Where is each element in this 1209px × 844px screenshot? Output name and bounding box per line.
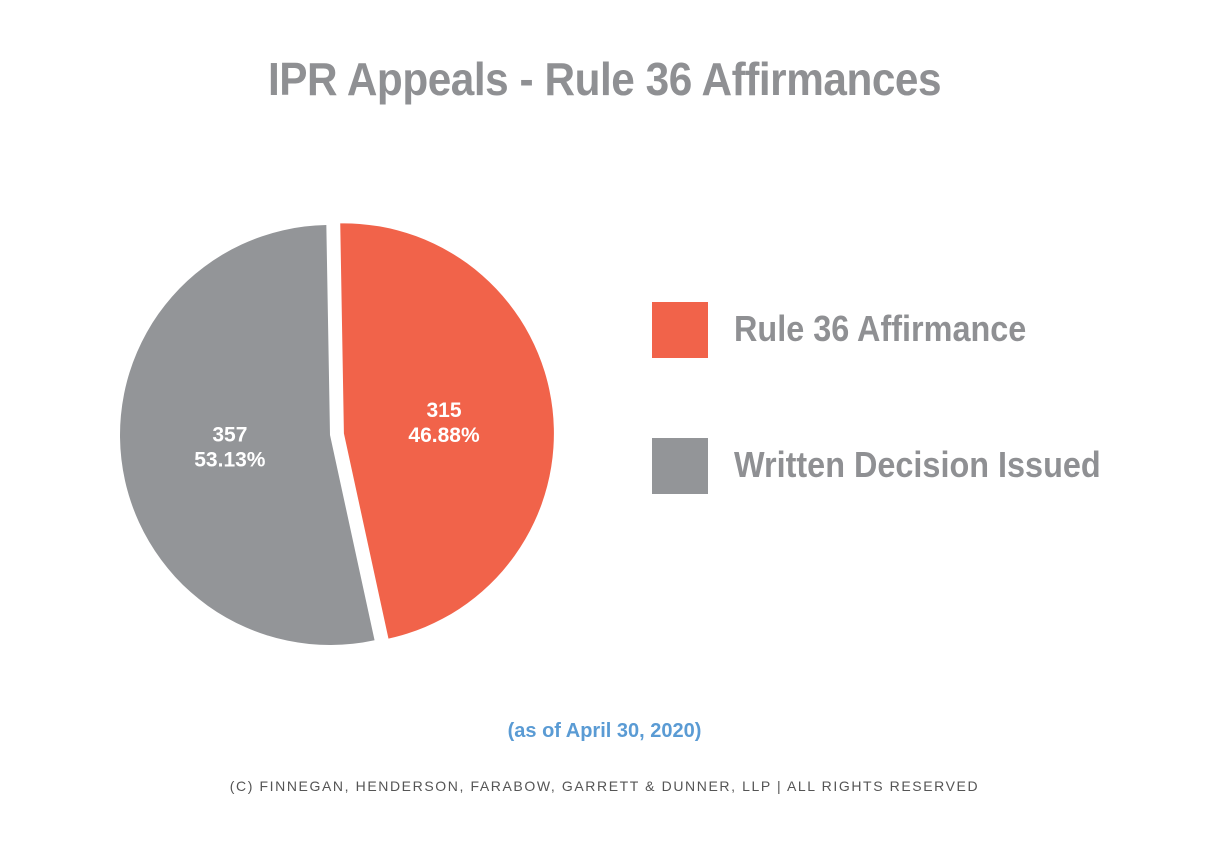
legend-swatch-written-decision xyxy=(652,438,708,494)
legend-label-rule-36: Rule 36 Affirmance xyxy=(734,308,1027,349)
copyright-notice: (c) finnegan, henderson, farabow, garret… xyxy=(229,778,980,794)
slice-percent-label-rule-36: 46.88% xyxy=(408,424,480,447)
slice-value-label-rule-36: 315 xyxy=(427,399,462,422)
pie-slice-rule-36 xyxy=(340,223,554,639)
slice-value-label-written-decision: 357 xyxy=(212,424,247,447)
legend-swatch-rule-36 xyxy=(652,302,708,358)
slice-percent-label-written-decision: 53.13% xyxy=(194,449,266,472)
legend-label-written-decision: Written Decision Issued xyxy=(734,444,1101,485)
as-of-date-note: (as of April 30, 2020) xyxy=(507,720,702,742)
pie-slice-written-decision xyxy=(119,225,375,645)
chart-title: IPR Appeals - Rule 36 Affirmances xyxy=(267,53,942,105)
